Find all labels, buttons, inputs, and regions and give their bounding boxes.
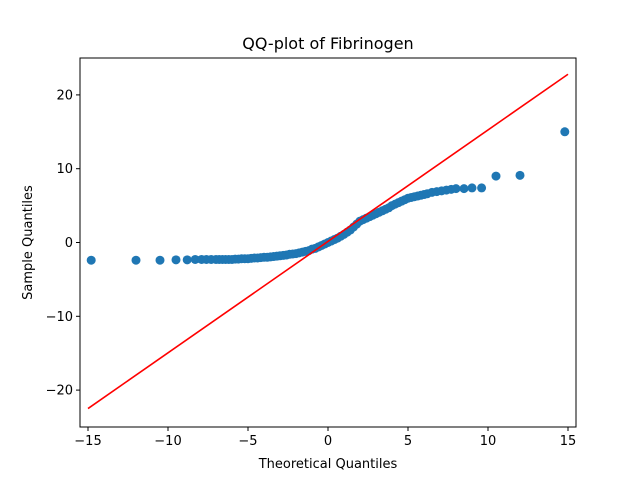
x-tick-label: −15 bbox=[74, 434, 101, 449]
y-tick-label: −20 bbox=[46, 384, 73, 399]
data-point bbox=[477, 183, 487, 193]
x-tick-label: −5 bbox=[238, 434, 257, 449]
x-axis-label: Theoretical Quantiles bbox=[258, 457, 398, 472]
data-point bbox=[182, 255, 192, 265]
y-axis-label: Sample Quantiles bbox=[21, 185, 36, 300]
x-tick-label: −10 bbox=[154, 434, 181, 449]
x-axis: −15 −10 −5 0 5 10 15 bbox=[74, 427, 576, 449]
y-tick-label: −10 bbox=[46, 310, 73, 325]
x-tick-label: 0 bbox=[324, 434, 332, 449]
y-axis: −20 −10 0 10 20 bbox=[46, 88, 80, 399]
x-tick-label: 5 bbox=[404, 434, 412, 449]
data-point bbox=[171, 255, 181, 265]
chart-title: QQ-plot of Fibrinogen bbox=[242, 34, 413, 53]
x-tick-label: 10 bbox=[480, 434, 497, 449]
data-point bbox=[560, 127, 570, 137]
reference-line bbox=[87, 73, 569, 410]
data-point bbox=[491, 171, 501, 181]
data-point bbox=[155, 255, 165, 265]
y-tick-label: 20 bbox=[56, 88, 73, 103]
data-point bbox=[515, 170, 525, 180]
data-point bbox=[86, 255, 96, 265]
data-point bbox=[131, 255, 141, 265]
data-point bbox=[451, 184, 461, 194]
data-point bbox=[190, 254, 200, 264]
y-tick-label: 0 bbox=[65, 236, 73, 251]
x-tick-label: 15 bbox=[560, 434, 577, 449]
y-tick-label: 10 bbox=[56, 162, 73, 177]
plot-area bbox=[86, 73, 570, 410]
data-point bbox=[467, 183, 477, 193]
data-point bbox=[459, 184, 469, 194]
